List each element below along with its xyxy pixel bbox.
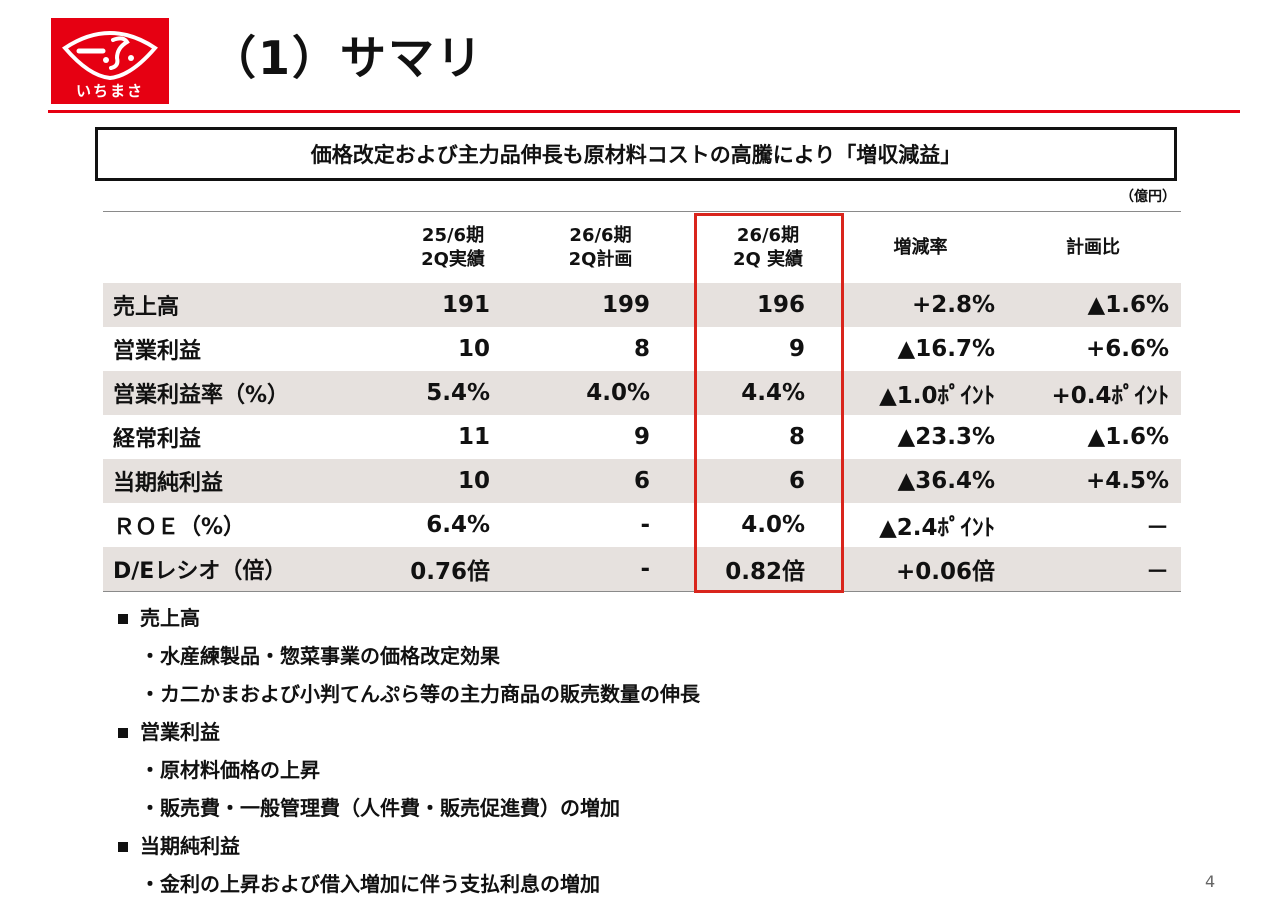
header-fy25-actual: 25/6期 2Q実績	[373, 212, 498, 283]
note-heading-text: 当期純利益	[140, 834, 240, 858]
table-row: D/Eレシオ（倍） 0.76倍 - 0.82倍 +0.06倍 －	[103, 547, 1181, 591]
row-label: 営業利益率（%）	[113, 383, 290, 408]
table-cell: -	[640, 512, 650, 538]
table-cell: 10	[457, 468, 490, 494]
header-line: 26/6期	[569, 224, 632, 246]
table-bottom-rule	[103, 591, 1181, 592]
header-line: 計画比	[1066, 236, 1120, 258]
square-bullet-icon	[118, 614, 128, 624]
table-cell: 10	[457, 336, 490, 362]
table-cell: 11	[457, 424, 490, 450]
table-cell: ▲1.0ﾎﾟｲﾝﾄ	[879, 383, 995, 409]
note-item: ・金利の上昇および借入増加に伴う支払利息の増加	[140, 872, 600, 896]
table-cell: －	[1146, 559, 1169, 585]
row-label: ＲＯＥ（%）	[113, 515, 246, 540]
logo-mark-icon	[62, 31, 158, 81]
table-cell: 4.4%	[741, 380, 805, 406]
table-cell: 4.0%	[586, 380, 650, 406]
table-cell: 6	[633, 468, 650, 494]
company-logo: いちまさ	[51, 18, 169, 104]
note-heading-text: 売上高	[140, 606, 200, 630]
table-cell: ▲16.7%	[897, 336, 995, 362]
header-line: 25/6期	[421, 224, 485, 246]
table-cell: ▲1.6%	[1087, 292, 1169, 318]
page-number: 4	[1205, 872, 1216, 891]
table-top-rule	[103, 211, 1181, 212]
page-title: （1）サマリ	[210, 31, 485, 85]
square-bullet-icon	[118, 842, 128, 852]
row-label: 経常利益	[113, 427, 202, 452]
table-cell: 199	[601, 292, 650, 318]
table-cell: 8	[788, 424, 805, 450]
header-fy26-actual: 26/6期 2Q 実績	[693, 212, 843, 283]
header-line: 2Q計画	[568, 248, 633, 270]
row-label: 営業利益	[113, 339, 202, 364]
header-line: 2Q 実績	[732, 248, 804, 270]
note-heading: 当期純利益	[118, 831, 240, 861]
table-cell: 9	[788, 336, 805, 362]
table-cell: 6	[788, 468, 805, 494]
row-label: D/Eレシオ（倍）	[113, 559, 287, 584]
header-line: 増減率	[893, 236, 948, 258]
table-cell: ▲1.6%	[1087, 424, 1169, 450]
note-heading: 売上高	[118, 603, 200, 633]
table-cell: 9	[633, 424, 650, 450]
table-row: ＲＯＥ（%） 6.4% - 4.0% ▲2.4ﾎﾟｲﾝﾄ －	[103, 503, 1181, 547]
table-cell: +6.6%	[1085, 336, 1169, 362]
headline-box: 価格改定および主力品伸長も原材料コストの高騰により「増収減益」	[95, 127, 1177, 181]
note-item: ・原材料価格の上昇	[140, 758, 320, 782]
table-cell: +0.4ﾎﾟｲﾝﾄ	[1051, 383, 1169, 409]
note-heading: 営業利益	[118, 717, 220, 747]
note-item: ・販売費・一般管理費（人件費・販売促進費）の増加	[140, 796, 620, 820]
table-row: 当期純利益 10 6 6 ▲36.4% +4.5%	[103, 459, 1181, 503]
note-item: ・カ二かまおよび小判てんぷら等の主力商品の販売数量の伸長	[140, 682, 700, 706]
table-cell: 0.76倍	[410, 559, 490, 585]
header-line: 26/6期	[736, 224, 800, 246]
table-cell: －	[1146, 515, 1169, 541]
row-label: 売上高	[113, 295, 180, 320]
table-cell: +4.5%	[1085, 468, 1169, 494]
table-cell: 5.4%	[426, 380, 490, 406]
logo-text: いちまさ	[75, 82, 144, 100]
table-row: 営業利益率（%） 5.4% 4.0% 4.4% ▲1.0ﾎﾟｲﾝﾄ +0.4ﾎﾟｲﾝﾄ	[103, 371, 1181, 415]
header-change-rate: 増減率	[843, 212, 998, 283]
table-header-row: 25/6期 2Q実績 26/6期 2Q計画 26/6期 2Q 実績 増減率 計画…	[103, 212, 1181, 283]
table-cell: ▲23.3%	[897, 424, 995, 450]
table-cell: +2.8%	[911, 292, 995, 318]
row-label: 当期純利益	[113, 471, 224, 496]
table-row: 経常利益 11 9 8 ▲23.3% ▲1.6%	[103, 415, 1181, 459]
table-cell: 4.0%	[741, 512, 805, 538]
table-cell: ▲2.4ﾎﾟｲﾝﾄ	[879, 515, 995, 541]
table-cell: ▲36.4%	[897, 468, 995, 494]
note-item: ・水産練製品・惣菜事業の価格改定効果	[140, 644, 500, 668]
table-cell: -	[640, 556, 650, 582]
table-cell: 0.82倍	[725, 559, 805, 585]
headline-text: 価格改定および主力品伸長も原材料コストの高騰により「増収減益」	[310, 143, 962, 167]
title-rule	[48, 110, 1240, 113]
square-bullet-icon	[118, 728, 128, 738]
table-cell: 8	[633, 336, 650, 362]
table-row: 営業利益 10 8 9 ▲16.7% +6.6%	[103, 327, 1181, 371]
unit-label: （億円）	[1120, 189, 1176, 205]
table-row: 売上高 191 199 196 +2.8% ▲1.6%	[103, 283, 1181, 327]
header-fy26-plan: 26/6期 2Q計画	[523, 212, 678, 283]
table-cell: 191	[441, 292, 490, 318]
table-cell: 6.4%	[426, 512, 490, 538]
table-cell: 196	[756, 292, 805, 318]
header-line: 2Q実績	[421, 248, 485, 270]
header-vs-plan: 計画比	[1013, 212, 1173, 283]
table-cell: +0.06倍	[895, 559, 995, 585]
note-heading-text: 営業利益	[140, 720, 220, 744]
